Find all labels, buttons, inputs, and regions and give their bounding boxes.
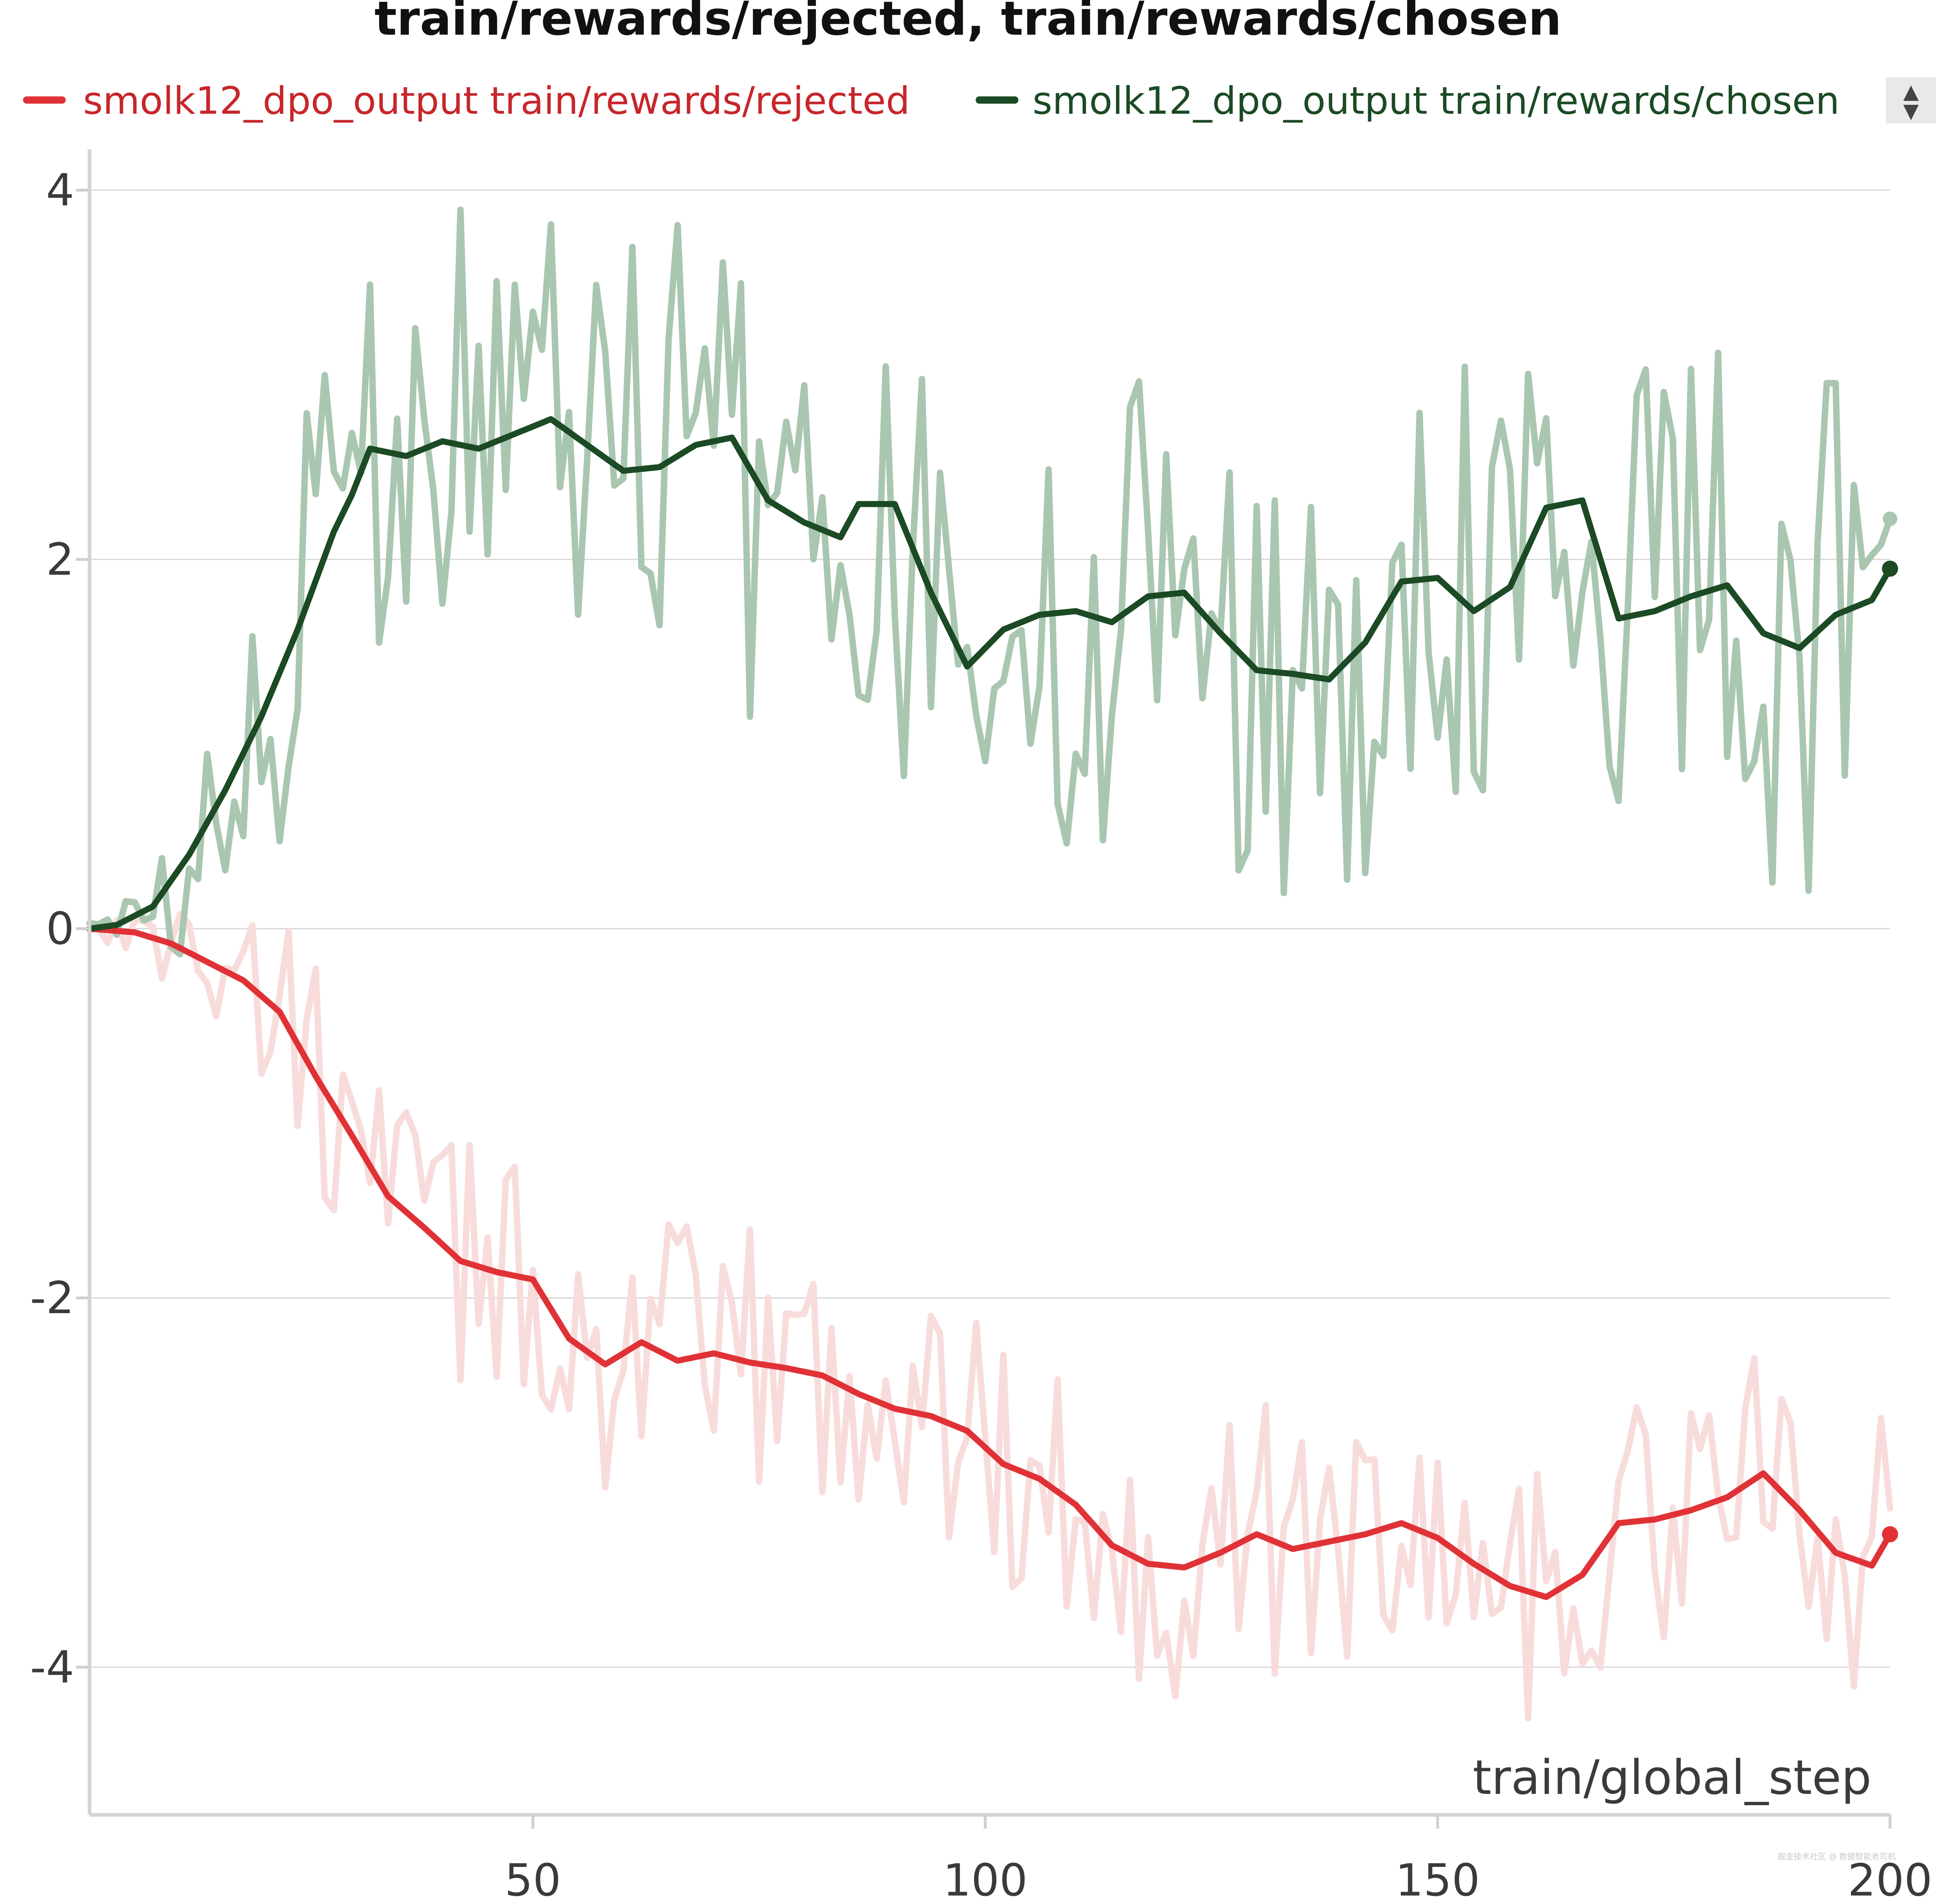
series-chosen-raw-line [86, 206, 1893, 958]
series-rejected-end-point [1882, 1526, 1898, 1543]
axes [76, 149, 1892, 1829]
smoothed-series-layer [86, 416, 1898, 1600]
x-tick-label: 100 [943, 1854, 1028, 1904]
watermark: 掘金技术社区 @ 数据智能老司机 [1777, 1852, 1896, 1861]
series-chosen-end-point [1882, 561, 1898, 577]
chart-title: train/rewards/rejected, train/rewards/ch… [374, 0, 1561, 46]
grid-lines [90, 190, 1890, 1668]
legend-label-rejected[interactable]: smolk12_dpo_output train/rewards/rejecte… [83, 79, 910, 123]
legend-label-chosen[interactable]: smolk12_dpo_output train/rewards/chosen [1033, 79, 1840, 123]
x-tick-label: 150 [1395, 1854, 1480, 1904]
legend-scroll-down-icon[interactable]: ▼ [1903, 99, 1919, 123]
series-chosen-smoothed-line [86, 416, 1893, 932]
legend-scroll-control[interactable]: ▲ ▼ [1886, 77, 1936, 123]
series-rejected-raw-line [86, 911, 1893, 1722]
series-chosen-raw-end-point [1883, 511, 1897, 526]
legend-scroll-background [1886, 77, 1936, 123]
series-rejected-smoothed-line [86, 926, 1893, 1600]
legend: smolk12_dpo_output train/rewards/rejecte… [23, 79, 1840, 123]
x-axis-title: train/global_step [1473, 1750, 1871, 1805]
raw-series-layer [86, 206, 1893, 1722]
y-tick-label: -2 [30, 1272, 74, 1324]
tick-labels: -4 -2 0 2 4 50 100 150 200 [30, 165, 1932, 1904]
y-tick-label: -4 [30, 1641, 74, 1693]
x-tick-label: 50 [505, 1854, 561, 1904]
y-tick-label: 0 [46, 903, 74, 955]
legend-scroll-up-icon[interactable]: ▲ [1903, 80, 1919, 103]
y-tick-label: 4 [46, 165, 74, 216]
y-tick-label: 2 [46, 534, 74, 585]
x-tick-label: 200 [1848, 1854, 1932, 1904]
